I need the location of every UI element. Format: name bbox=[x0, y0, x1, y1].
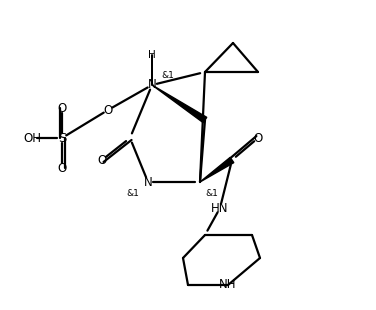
Text: O: O bbox=[58, 162, 67, 175]
Text: O: O bbox=[58, 101, 67, 114]
Text: O: O bbox=[103, 104, 113, 117]
Text: NH: NH bbox=[219, 278, 237, 291]
Text: O: O bbox=[97, 153, 107, 166]
Text: OH: OH bbox=[23, 131, 41, 144]
Text: N: N bbox=[148, 78, 156, 91]
Polygon shape bbox=[200, 157, 234, 182]
Text: N: N bbox=[144, 175, 152, 188]
Text: O: O bbox=[253, 131, 262, 144]
Text: &1: &1 bbox=[206, 189, 218, 198]
Text: HN: HN bbox=[211, 202, 229, 215]
Text: S: S bbox=[58, 131, 66, 144]
Polygon shape bbox=[152, 85, 207, 123]
Text: H: H bbox=[148, 50, 156, 60]
Text: &1: &1 bbox=[162, 70, 174, 79]
Text: &1: &1 bbox=[127, 189, 139, 198]
